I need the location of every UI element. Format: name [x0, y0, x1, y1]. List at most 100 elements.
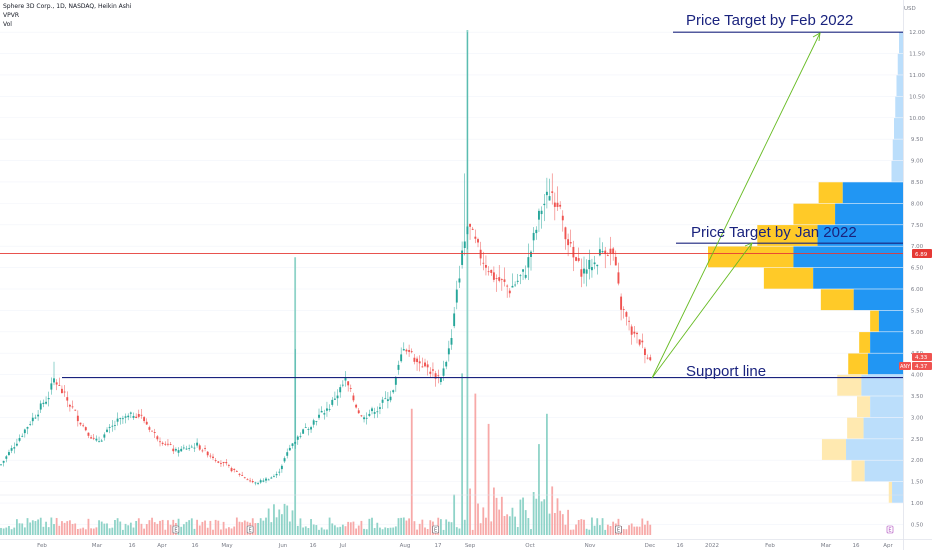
volume-bar: [119, 521, 122, 535]
candle-body: [63, 391, 66, 393]
volume-bar: [394, 526, 397, 535]
time-tick-label: 16: [192, 543, 199, 549]
candle-body: [318, 414, 320, 418]
volume-bar: [402, 517, 405, 535]
candle-body: [333, 398, 336, 400]
candle-body: [108, 426, 111, 428]
candle-body: [58, 385, 61, 386]
vpvr-row-down: [821, 439, 847, 460]
volume-bar: [156, 523, 159, 535]
volume-bar: [286, 505, 289, 535]
candle-body: [614, 256, 617, 266]
volume-bar: [21, 523, 24, 535]
target-arrows[interactable]: [651, 32, 821, 379]
candle-body: [310, 427, 312, 430]
volume-bar: [225, 528, 228, 535]
candle-body: [196, 442, 199, 446]
volume-bar: [167, 520, 169, 535]
candle-body: [315, 421, 318, 422]
svg-text:E: E: [434, 528, 437, 534]
vpvr-row-down: [859, 332, 871, 353]
candle-body: [135, 416, 138, 418]
candle-body: [551, 191, 554, 193]
volume-bar: [339, 526, 342, 535]
volume-bar: [424, 527, 426, 535]
time-tick-label: Feb: [37, 543, 47, 549]
volume-bar: [243, 520, 246, 535]
candle-body: [424, 362, 426, 367]
volume-bar: [379, 527, 381, 535]
volume-bar: [50, 517, 53, 535]
volume-bar: [198, 525, 201, 535]
volume-bar: [365, 529, 368, 535]
volume-bar: [331, 523, 334, 535]
candle-body: [360, 415, 363, 417]
volume-bar: [238, 521, 241, 535]
volume-bar: [291, 510, 294, 535]
candle-body: [95, 438, 98, 441]
candle-body: [53, 378, 55, 383]
candle-body: [98, 441, 100, 443]
time-axis[interactable]: Feb Mar 16 Apr 16 May Jun 16 Jul Aug 17 Sep Oct Nov De…: [37, 543, 893, 549]
candle-body: [530, 251, 532, 257]
jan-target-annotation: Price Target by Jan 2022: [691, 224, 857, 241]
volume-bar: [180, 526, 183, 535]
time-tick-label: 16: [129, 543, 136, 549]
volume-bar: [217, 520, 220, 535]
volume-bar: [74, 523, 77, 535]
volume-bar: [151, 517, 153, 535]
vpvr-row-up: [863, 417, 903, 439]
candle-body: [121, 418, 124, 420]
vpvr-row-down: [848, 353, 868, 375]
vpvr-row-down: [851, 460, 865, 482]
volume-bar: [328, 517, 331, 535]
volume-bar: [360, 520, 363, 535]
price-axis[interactable]: USD 12.00 11.50 11.00 10.50 10.00 9.50 9.00 8.5…: [904, 6, 925, 528]
time-tick-label: Sep: [465, 543, 476, 549]
time-tick-label: Feb: [765, 543, 775, 549]
vpvr-row-up: [892, 139, 903, 161]
vpvr-row-down: [870, 310, 879, 332]
candle-body: [591, 267, 593, 271]
volume-bar: [503, 516, 506, 535]
volume-bar: [575, 524, 577, 535]
text-annotations[interactable]: Price Target by Feb 2022 Price Target by…: [686, 12, 857, 380]
candle-body: [458, 278, 461, 283]
candle-body: [307, 429, 310, 430]
time-tick-label: 17: [435, 543, 442, 549]
volume-bar: [572, 529, 575, 535]
volume-bar: [559, 510, 562, 535]
candle-body: [413, 357, 416, 362]
volume-bar: [90, 528, 92, 535]
time-tick-label: Aug: [400, 543, 411, 549]
price-tick-label: 11.50: [909, 52, 925, 58]
volume-bar: [209, 520, 212, 535]
candle-body: [540, 210, 543, 215]
candle-body: [143, 417, 146, 422]
earnings-marker: E: [172, 525, 180, 534]
volume-bar: [638, 526, 641, 535]
vpvr-row-down: [757, 225, 818, 246]
horizontal-lines[interactable]: [0, 31, 903, 496]
volume-bar: [34, 521, 37, 535]
candle-body: [439, 377, 442, 383]
candle-body: [201, 450, 204, 452]
volume-bar: [633, 526, 636, 535]
indicator-vol-label[interactable]: Vol: [3, 21, 12, 28]
candle-body: [50, 383, 53, 390]
time-tick-label: Dec: [645, 543, 656, 549]
volume-bar: [288, 521, 291, 535]
candle-body: [18, 438, 21, 441]
indicator-vpvr-label[interactable]: VPVR: [3, 12, 19, 19]
candle-body: [249, 480, 252, 482]
volume-bar: [413, 521, 416, 535]
candle-body: [151, 430, 153, 432]
candle-body: [190, 446, 193, 448]
candle-body: [633, 331, 636, 334]
candle-body: [506, 285, 509, 287]
time-tick-label: Apr: [157, 543, 167, 549]
candle-body: [630, 326, 633, 335]
volume-bar: [143, 528, 145, 535]
volume-bar: [299, 518, 302, 535]
